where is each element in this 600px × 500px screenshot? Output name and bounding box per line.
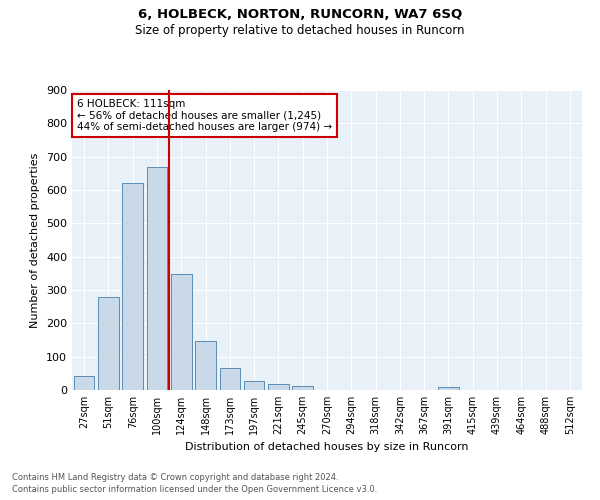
Bar (171, 274, 191, 390)
Text: 6 HOLBECK: 111sqm
← 56% of detached houses are smaller (1,245)
44% of semi-detac: 6 HOLBECK: 111sqm ← 56% of detached hous… (77, 99, 332, 132)
Text: Distribution of detached houses by size in Runcorn: Distribution of detached houses by size … (185, 442, 469, 452)
Bar (195, 340, 216, 390)
Bar (292, 386, 313, 390)
Bar (268, 384, 289, 390)
Bar (98, 298, 119, 390)
Bar (122, 183, 143, 390)
Bar (146, 166, 167, 390)
Bar (438, 387, 459, 390)
Y-axis label: Number of detached properties: Number of detached properties (31, 152, 40, 328)
Bar (244, 380, 265, 390)
Text: Contains public sector information licensed under the Open Government Licence v3: Contains public sector information licen… (12, 485, 377, 494)
Bar (74, 376, 94, 390)
Bar (220, 368, 240, 390)
Text: Size of property relative to detached houses in Runcorn: Size of property relative to detached ho… (135, 24, 465, 37)
Text: Contains HM Land Registry data © Crown copyright and database right 2024.: Contains HM Land Registry data © Crown c… (12, 472, 338, 482)
Text: 6, HOLBECK, NORTON, RUNCORN, WA7 6SQ: 6, HOLBECK, NORTON, RUNCORN, WA7 6SQ (138, 8, 462, 20)
